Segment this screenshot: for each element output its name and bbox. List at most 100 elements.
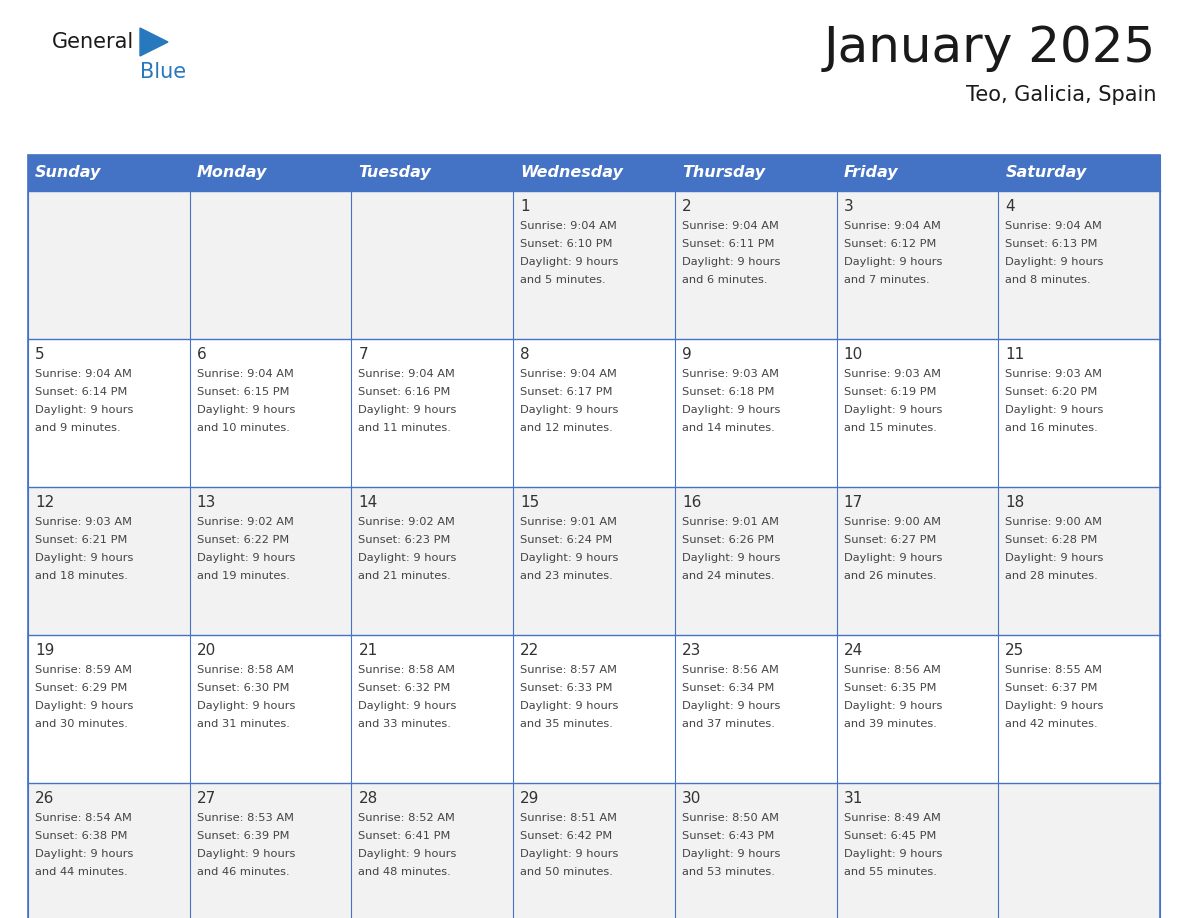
Text: 8: 8	[520, 347, 530, 362]
Text: Sunset: 6:13 PM: Sunset: 6:13 PM	[1005, 239, 1098, 249]
Text: Sunset: 6:41 PM: Sunset: 6:41 PM	[359, 831, 450, 841]
Text: and 21 minutes.: and 21 minutes.	[359, 571, 451, 581]
Text: 15: 15	[520, 495, 539, 510]
Text: Monday: Monday	[197, 165, 267, 181]
Text: and 16 minutes.: and 16 minutes.	[1005, 423, 1098, 433]
Text: and 30 minutes.: and 30 minutes.	[34, 719, 128, 729]
Text: Sunrise: 8:54 AM: Sunrise: 8:54 AM	[34, 813, 132, 823]
Text: Daylight: 9 hours: Daylight: 9 hours	[520, 849, 619, 859]
Text: Sunset: 6:12 PM: Sunset: 6:12 PM	[843, 239, 936, 249]
Text: and 26 minutes.: and 26 minutes.	[843, 571, 936, 581]
Text: Sunset: 6:18 PM: Sunset: 6:18 PM	[682, 387, 775, 397]
Text: Teo, Galicia, Spain: Teo, Galicia, Spain	[966, 85, 1156, 105]
Text: Daylight: 9 hours: Daylight: 9 hours	[520, 701, 619, 711]
Text: Sunset: 6:34 PM: Sunset: 6:34 PM	[682, 683, 775, 693]
Text: Sunrise: 9:04 AM: Sunrise: 9:04 AM	[34, 369, 132, 379]
Text: Daylight: 9 hours: Daylight: 9 hours	[843, 405, 942, 415]
Text: Sunset: 6:37 PM: Sunset: 6:37 PM	[1005, 683, 1098, 693]
Text: Sunrise: 9:03 AM: Sunrise: 9:03 AM	[1005, 369, 1102, 379]
Text: Sunrise: 9:04 AM: Sunrise: 9:04 AM	[843, 221, 941, 231]
Text: and 28 minutes.: and 28 minutes.	[1005, 571, 1098, 581]
Text: Daylight: 9 hours: Daylight: 9 hours	[359, 553, 457, 563]
Text: Saturday: Saturday	[1005, 165, 1087, 181]
Text: and 24 minutes.: and 24 minutes.	[682, 571, 775, 581]
Text: Daylight: 9 hours: Daylight: 9 hours	[34, 553, 133, 563]
Text: Sunset: 6:38 PM: Sunset: 6:38 PM	[34, 831, 127, 841]
Bar	[29, 339, 1159, 487]
Text: and 35 minutes.: and 35 minutes.	[520, 719, 613, 729]
Bar	[29, 191, 1159, 339]
Text: Sunset: 6:21 PM: Sunset: 6:21 PM	[34, 535, 127, 545]
Text: 3: 3	[843, 199, 853, 214]
Text: 24: 24	[843, 643, 862, 658]
Text: Sunset: 6:35 PM: Sunset: 6:35 PM	[843, 683, 936, 693]
Text: 13: 13	[197, 495, 216, 510]
Text: 6: 6	[197, 347, 207, 362]
Text: 31: 31	[843, 791, 862, 806]
Text: 22: 22	[520, 643, 539, 658]
Text: Sunset: 6:27 PM: Sunset: 6:27 PM	[843, 535, 936, 545]
Text: Sunset: 6:32 PM: Sunset: 6:32 PM	[359, 683, 450, 693]
Text: Daylight: 9 hours: Daylight: 9 hours	[843, 701, 942, 711]
Text: Sunset: 6:28 PM: Sunset: 6:28 PM	[1005, 535, 1098, 545]
Text: Friday: Friday	[843, 165, 898, 181]
Text: Daylight: 9 hours: Daylight: 9 hours	[682, 849, 781, 859]
Text: Sunrise: 8:50 AM: Sunrise: 8:50 AM	[682, 813, 779, 823]
Text: Sunrise: 9:04 AM: Sunrise: 9:04 AM	[520, 221, 617, 231]
Text: Daylight: 9 hours: Daylight: 9 hours	[197, 701, 295, 711]
Text: and 8 minutes.: and 8 minutes.	[1005, 275, 1091, 285]
Text: 17: 17	[843, 495, 862, 510]
Text: 30: 30	[682, 791, 701, 806]
Text: and 48 minutes.: and 48 minutes.	[359, 867, 451, 877]
Text: 2: 2	[682, 199, 691, 214]
Text: 29: 29	[520, 791, 539, 806]
Text: Daylight: 9 hours: Daylight: 9 hours	[197, 405, 295, 415]
Text: Sunrise: 8:52 AM: Sunrise: 8:52 AM	[359, 813, 455, 823]
Text: 20: 20	[197, 643, 216, 658]
Text: 19: 19	[34, 643, 55, 658]
Text: Sunset: 6:14 PM: Sunset: 6:14 PM	[34, 387, 127, 397]
Bar	[29, 635, 1159, 783]
Text: Daylight: 9 hours: Daylight: 9 hours	[1005, 257, 1104, 267]
Text: and 5 minutes.: and 5 minutes.	[520, 275, 606, 285]
Text: Daylight: 9 hours: Daylight: 9 hours	[197, 553, 295, 563]
Text: 5: 5	[34, 347, 45, 362]
Text: Sunrise: 9:04 AM: Sunrise: 9:04 AM	[359, 369, 455, 379]
Text: and 53 minutes.: and 53 minutes.	[682, 867, 775, 877]
Text: Daylight: 9 hours: Daylight: 9 hours	[34, 405, 133, 415]
Text: Sunrise: 8:51 AM: Sunrise: 8:51 AM	[520, 813, 617, 823]
Text: and 15 minutes.: and 15 minutes.	[843, 423, 936, 433]
Text: Sunset: 6:42 PM: Sunset: 6:42 PM	[520, 831, 612, 841]
Text: Daylight: 9 hours: Daylight: 9 hours	[682, 257, 781, 267]
Bar	[29, 155, 1159, 191]
Text: Sunrise: 8:49 AM: Sunrise: 8:49 AM	[843, 813, 941, 823]
Text: 26: 26	[34, 791, 55, 806]
Text: Sunrise: 9:01 AM: Sunrise: 9:01 AM	[682, 517, 779, 527]
Text: Sunset: 6:19 PM: Sunset: 6:19 PM	[843, 387, 936, 397]
Text: Sunrise: 9:04 AM: Sunrise: 9:04 AM	[520, 369, 617, 379]
Text: Sunset: 6:23 PM: Sunset: 6:23 PM	[359, 535, 450, 545]
Text: Sunrise: 8:58 AM: Sunrise: 8:58 AM	[197, 665, 293, 675]
Polygon shape	[140, 28, 168, 56]
Text: Sunset: 6:20 PM: Sunset: 6:20 PM	[1005, 387, 1098, 397]
Text: Daylight: 9 hours: Daylight: 9 hours	[197, 849, 295, 859]
Text: Sunset: 6:16 PM: Sunset: 6:16 PM	[359, 387, 450, 397]
Text: and 19 minutes.: and 19 minutes.	[197, 571, 290, 581]
Text: Sunset: 6:45 PM: Sunset: 6:45 PM	[843, 831, 936, 841]
Text: Daylight: 9 hours: Daylight: 9 hours	[843, 849, 942, 859]
Text: 9: 9	[682, 347, 691, 362]
Text: and 7 minutes.: and 7 minutes.	[843, 275, 929, 285]
Text: Sunrise: 9:04 AM: Sunrise: 9:04 AM	[197, 369, 293, 379]
Text: Daylight: 9 hours: Daylight: 9 hours	[520, 257, 619, 267]
Text: Sunset: 6:33 PM: Sunset: 6:33 PM	[520, 683, 613, 693]
Text: Sunrise: 9:00 AM: Sunrise: 9:00 AM	[843, 517, 941, 527]
Text: 16: 16	[682, 495, 701, 510]
Text: Daylight: 9 hours: Daylight: 9 hours	[682, 405, 781, 415]
Text: 27: 27	[197, 791, 216, 806]
Text: Sunset: 6:17 PM: Sunset: 6:17 PM	[520, 387, 613, 397]
Bar	[29, 155, 1159, 918]
Text: Daylight: 9 hours: Daylight: 9 hours	[843, 257, 942, 267]
Text: Tuesday: Tuesday	[359, 165, 431, 181]
Text: Sunrise: 8:58 AM: Sunrise: 8:58 AM	[359, 665, 455, 675]
Text: Thursday: Thursday	[682, 165, 765, 181]
